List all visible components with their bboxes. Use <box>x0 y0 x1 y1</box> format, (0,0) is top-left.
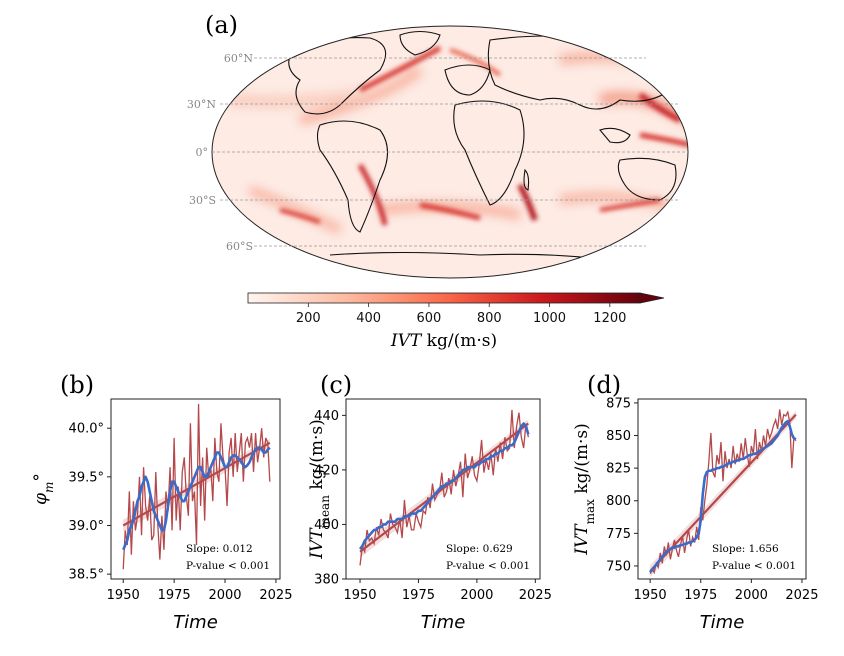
annual-series-line <box>359 409 529 566</box>
y-axis-label-unit: kg/(m·s) <box>307 419 327 495</box>
panel-label: (c) <box>320 371 352 399</box>
y-axis-label-sub: m <box>42 482 56 493</box>
trend-line <box>122 441 271 527</box>
x-tick-label: 2025 <box>259 588 292 603</box>
annual-series-line <box>122 403 271 570</box>
y-tick-label: 800 <box>606 494 631 509</box>
plot-frame <box>110 398 281 580</box>
colorbar-tick-label: 1200 <box>593 311 626 326</box>
y-tick-label: 420 <box>314 463 339 478</box>
slope-annotation: Slope: 0.012 <box>186 543 253 555</box>
colorbar: 200 400 600 800 1000 1200 IVT kg/(m·s) <box>247 292 665 351</box>
y-axis-label-var: φ <box>31 493 51 505</box>
smoothed-series-line <box>649 419 797 574</box>
x-tick-label: 1975 <box>684 588 717 603</box>
colorbar-extend-arrow <box>639 292 665 304</box>
x-tick-label: 1950 <box>634 588 667 603</box>
y-tick-label: 750 <box>606 559 631 574</box>
world-map: 60°N 30°N 0° 30°S 60°S <box>187 25 689 279</box>
x-axis-label: Time <box>173 612 218 633</box>
latitude-gridlines <box>212 57 688 247</box>
x-axis-label: Time <box>700 612 745 633</box>
colorbar-label-var: IVT <box>390 331 423 351</box>
y-axis-label-var: IVT <box>572 523 592 556</box>
lat-label: 60°S <box>226 240 253 253</box>
x-axis-label: Time <box>421 612 466 633</box>
x-tick-label: 2000 <box>735 588 768 603</box>
lat-label: 30°N <box>187 98 216 111</box>
y-tick-label: 825 <box>606 462 631 477</box>
panel-a-label: (a) <box>205 11 238 39</box>
x-tick-label: 2000 <box>208 588 241 603</box>
y-tick-label: 39.5° <box>69 470 104 485</box>
y-axis-label-sub: mean <box>318 495 332 529</box>
panel-b: (b) 1950 1975 2000 2025 38.5° 39.0° 39.5° 40.0° T… <box>31 371 292 633</box>
panel-label: (b) <box>60 371 94 399</box>
colorbar-tick-label: 800 <box>477 311 502 326</box>
colorbar-tick-label: 1000 <box>533 311 566 326</box>
colorbar-bar <box>247 292 641 304</box>
y-tick-label: 380 <box>314 573 339 588</box>
colorbar-label: IVT kg/(m·s) <box>390 331 497 351</box>
lat-label: 0° <box>196 146 209 159</box>
y-tick-label: 38.5° <box>69 568 104 583</box>
pvalue-annotation: P-value < 0.001 <box>712 560 796 572</box>
annual-series-line <box>649 409 797 575</box>
slope-annotation: Slope: 0.629 <box>446 543 513 555</box>
x-tick-label: 2000 <box>460 588 493 603</box>
lat-label: 60°N <box>224 52 253 65</box>
y-tick-label: 39.0° <box>69 519 104 534</box>
x-tick-label: 1950 <box>343 588 376 603</box>
smoothed-series-line <box>359 422 530 550</box>
x-tick-label: 2025 <box>785 588 818 603</box>
y-axis-label-sub: max <box>583 499 597 525</box>
slope-annotation: Slope: 1.656 <box>712 543 779 555</box>
panel-c: (c) 1950 1975 2000 2025 380 400 420 440 Time IVTme… <box>307 371 552 633</box>
colorbar-tick-label: 600 <box>417 311 442 326</box>
panel-label: (d) <box>587 371 621 399</box>
y-tick-label: 400 <box>314 518 339 533</box>
y-axis-label: IVTmax kg/(m·s) <box>572 423 597 555</box>
trend-line <box>649 413 797 572</box>
y-axis-label: IVTmean kg/(m·s) <box>307 419 332 560</box>
y-tick-label: 40.0° <box>69 422 104 437</box>
y-tick-label: 850 <box>606 429 631 444</box>
panel-d: (d) 1950 1975 2000 2025 750 775 800 825 850 875 Tim… <box>572 371 818 633</box>
x-tick-label: 1950 <box>107 588 140 603</box>
x-tick-label: 1975 <box>402 588 435 603</box>
colorbar-label-unit: kg/(m·s) <box>421 331 497 351</box>
y-tick-label: 875 <box>606 396 631 411</box>
latitude-labels: 60°N 30°N 0° 30°S 60°S <box>187 52 253 253</box>
plot-frame <box>637 398 807 580</box>
lat-label: 30°S <box>189 194 216 207</box>
y-axis-label: φm° <box>31 473 56 505</box>
y-axis-label-unit: ° <box>31 473 51 482</box>
y-axis-label-unit: kg/(m·s) <box>572 423 592 499</box>
y-axis-label-var: IVT <box>307 527 327 560</box>
colorbar-tick-label: 400 <box>356 311 381 326</box>
colorbar-ticks: 200 400 600 800 1000 1200 <box>296 303 626 326</box>
smoothed-series-line <box>122 446 271 551</box>
pvalue-annotation: P-value < 0.001 <box>186 560 270 572</box>
x-tick-label: 1975 <box>158 588 191 603</box>
pvalue-annotation: P-value < 0.001 <box>446 560 530 572</box>
colorbar-tick-label: 200 <box>296 311 321 326</box>
y-tick-label: 775 <box>606 527 631 542</box>
y-tick-label: 440 <box>314 409 339 424</box>
plot-frame <box>345 398 541 580</box>
x-tick-label: 2025 <box>519 588 552 603</box>
